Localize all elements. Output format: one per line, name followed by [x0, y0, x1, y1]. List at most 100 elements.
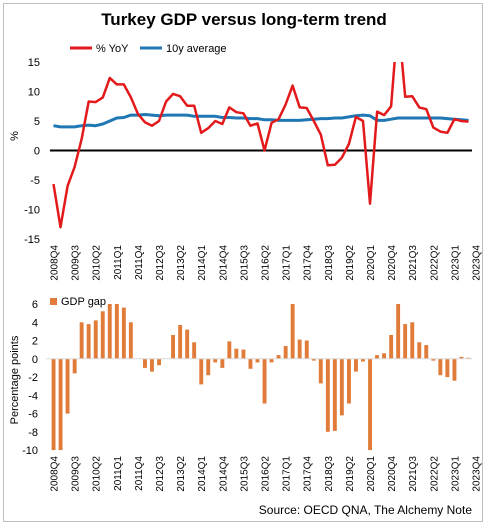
gap-bar [424, 345, 429, 359]
bottom-y-tick-label: 4 [32, 317, 38, 329]
top-x-tick-label: 2018Q3 [324, 245, 335, 281]
gap-bar [86, 324, 91, 359]
bottom-x-tick-label: 2008Q4 [50, 456, 61, 492]
gap-bar [262, 358, 267, 404]
gap-bar [79, 322, 84, 359]
legend-yoy-label: % YoY [96, 43, 129, 55]
bottom-x-tick-label: 2014Q1 [197, 456, 208, 492]
chart-title: Turkey GDP versus long-term trend [101, 10, 387, 29]
gap-bar [241, 349, 246, 359]
legend-avg-label: 10y average [166, 43, 227, 55]
gap-bar [114, 304, 119, 359]
gap-bar [339, 358, 344, 416]
gap-bar [361, 358, 365, 362]
bottom-x-tick-label: 2011Q4 [134, 456, 145, 491]
gap-bar [276, 355, 281, 359]
bottom-x-tick-label: 2021Q3 [408, 456, 419, 492]
top-y-ticks: -15 -10 -5 0 5 10 15 [24, 57, 40, 246]
bottom-x-tick-label: 2017Q1 [282, 456, 293, 492]
top-x-tick-label: 2014Q1 [197, 245, 208, 281]
bottom-y-axis-label: Percentage points [9, 335, 21, 424]
bottom-y-tick-label: -10 [22, 445, 38, 457]
gap-bar [143, 358, 147, 368]
gap-bar [347, 358, 351, 404]
series-line-yoy [52, 62, 469, 229]
top-x-tick-label: 2013Q2 [176, 245, 187, 281]
bottom-x-tick-label: 2012Q3 [155, 456, 166, 492]
gap-bar [297, 339, 302, 359]
bottom-x-ticks: 2008Q4 2009Q3 2010Q2 2011Q1 2011Q4 2012Q3 2013… [50, 456, 483, 492]
gap-bar [157, 358, 161, 366]
top-y-tick-label: 15 [28, 57, 40, 69]
gap-bar [382, 353, 386, 359]
gap-bar [213, 358, 218, 363]
top-x-tick-label: 2014Q4 [218, 245, 229, 281]
gap-bar [438, 358, 443, 376]
legend-gap-swatch [50, 298, 57, 305]
top-x-tick-label: 2017Q1 [282, 245, 293, 281]
bottom-y-ticks: -10 -8 -6 -4 -2 0 2 4 6 [22, 299, 38, 457]
top-x-tick-label: 2010Q2 [92, 245, 103, 281]
gap-bar [325, 358, 330, 432]
top-x-tick-label: 2008Q4 [50, 245, 61, 281]
gap-bar [459, 356, 464, 359]
bottom-x-tick-label: 2023Q4 [472, 456, 483, 492]
gap-bar [72, 358, 77, 374]
bottom-y-tick-label: -6 [28, 409, 38, 421]
gap-bar [128, 322, 133, 359]
top-y-tick-label: 0 [34, 146, 40, 158]
top-y-tick-label: -15 [24, 234, 40, 246]
bottom-y-tick-label: -4 [28, 390, 38, 402]
gap-bar [199, 358, 204, 385]
gap-bar [51, 358, 56, 451]
bottom-x-tick-label: 2020Q4 [387, 456, 398, 492]
gap-bar [389, 335, 394, 359]
gap-bar [93, 320, 98, 359]
top-x-ticks: 2008Q4 2009Q3 2010Q2 2011Q1 2011Q4 2012Q3 2013… [50, 245, 483, 281]
top-x-tick-label: 2011Q1 [113, 245, 124, 280]
bottom-x-tick-label: 2020Q1 [366, 456, 377, 492]
bottom-x-tick-label: 2009Q3 [71, 456, 82, 492]
bottom-plot-area [46, 304, 472, 451]
source-note: Source: OECD QNA, The Alchemy Note [258, 503, 472, 517]
gap-bar [220, 358, 225, 368]
bottom-x-tick-label: 2010Q2 [92, 456, 103, 492]
gap-bar [150, 358, 154, 372]
bottom-x-tick-label: 2017Q4 [303, 456, 314, 492]
top-plot-area [50, 62, 472, 229]
gap-bar [121, 307, 126, 359]
gap-bar [171, 335, 175, 359]
top-x-tick-label: 2020Q1 [366, 245, 377, 281]
top-legend: % YoY 10y average [70, 43, 227, 55]
gap-bar [227, 341, 232, 359]
gap-bar [269, 358, 274, 363]
gap-bar [290, 304, 295, 359]
gap-bar [311, 358, 316, 361]
top-x-tick-label: 2019Q2 [345, 245, 356, 281]
gap-bar [185, 329, 190, 359]
bottom-x-tick-label: 2014Q4 [218, 456, 229, 492]
top-x-tick-label: 2021Q3 [408, 245, 419, 281]
bottom-y-tick-label: 2 [32, 336, 38, 348]
top-x-tick-label: 2016Q2 [261, 245, 272, 281]
bottom-x-tick-label: 2011Q1 [113, 456, 124, 491]
gap-bar [255, 358, 260, 363]
chart-frame [3, 3, 483, 522]
gap-bar [107, 304, 112, 359]
top-y-axis-label: % [9, 131, 21, 141]
gap-bar [206, 358, 211, 376]
gap-bar [178, 325, 183, 359]
top-x-tick-label: 2009Q3 [71, 245, 82, 281]
gap-bar [431, 358, 436, 361]
bottom-x-tick-label: 2023Q1 [450, 456, 461, 492]
top-x-tick-label: 2017Q4 [303, 245, 314, 281]
gap-bar [318, 358, 323, 384]
gap-bar [445, 358, 450, 378]
top-x-tick-label: 2015Q3 [239, 245, 250, 281]
bottom-x-tick-label: 2022Q2 [429, 456, 440, 492]
gap-bar [375, 355, 379, 359]
top-y-tick-label: 10 [28, 87, 40, 99]
gap-bar [354, 358, 358, 372]
gap-bar [283, 346, 288, 359]
legend-gap-label: GDP gap [61, 296, 106, 308]
